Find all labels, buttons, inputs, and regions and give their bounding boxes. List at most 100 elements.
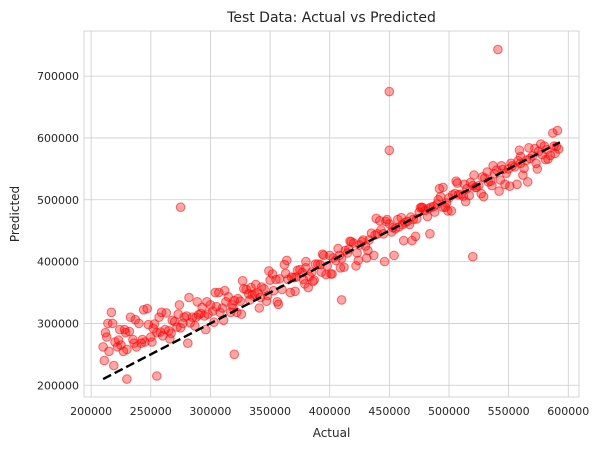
data-point bbox=[175, 202, 186, 212]
data-point bbox=[422, 211, 433, 222]
data-point bbox=[493, 44, 503, 55]
data-point bbox=[161, 308, 172, 318]
data-point bbox=[210, 287, 220, 298]
data-point bbox=[103, 318, 113, 329]
data-point bbox=[142, 303, 152, 314]
data-point bbox=[99, 355, 110, 366]
y-axis-label: Predicted bbox=[8, 186, 22, 242]
data-point bbox=[285, 287, 296, 298]
data-point bbox=[316, 267, 327, 277]
data-point bbox=[518, 170, 528, 180]
x-tick-label: 600000 bbox=[547, 405, 589, 418]
data-point bbox=[550, 148, 560, 159]
data-point bbox=[237, 276, 248, 286]
y-tick-label: 300000 bbox=[37, 317, 79, 330]
data-point bbox=[261, 296, 272, 307]
data-point bbox=[487, 180, 497, 191]
data-point bbox=[120, 327, 131, 338]
data-point bbox=[154, 312, 164, 323]
data-point bbox=[351, 261, 361, 271]
data-point bbox=[279, 259, 290, 270]
data-point bbox=[369, 250, 379, 261]
data-point bbox=[335, 263, 346, 273]
data-point bbox=[174, 300, 185, 310]
data-point bbox=[482, 167, 493, 177]
x-tick-label: 200000 bbox=[70, 405, 112, 418]
data-point bbox=[101, 332, 112, 342]
data-point bbox=[410, 231, 421, 242]
data-point bbox=[104, 346, 114, 357]
data-point bbox=[156, 307, 167, 318]
x-tick-label: 250000 bbox=[130, 405, 172, 418]
data-point bbox=[129, 338, 139, 349]
data-point bbox=[178, 318, 188, 329]
data-point bbox=[500, 179, 510, 190]
data-point bbox=[301, 256, 311, 267]
data-point bbox=[464, 190, 475, 201]
data-point bbox=[333, 243, 343, 254]
data-point bbox=[165, 334, 175, 344]
data-point bbox=[235, 296, 246, 307]
data-point bbox=[327, 269, 337, 279]
data-point bbox=[505, 181, 515, 191]
data-point bbox=[183, 338, 193, 349]
y-tick-label: 400000 bbox=[37, 256, 79, 269]
data-point bbox=[118, 346, 129, 357]
x-tick-label: 350000 bbox=[249, 405, 291, 418]
data-point bbox=[185, 318, 195, 328]
data-point bbox=[548, 128, 558, 138]
data-point bbox=[515, 151, 526, 162]
data-point bbox=[309, 275, 320, 286]
data-point bbox=[476, 188, 487, 199]
data-point bbox=[254, 303, 265, 313]
data-point bbox=[149, 319, 160, 329]
grid-lines bbox=[84, 31, 579, 397]
reference-line bbox=[102, 141, 561, 381]
x-tick-label: 550000 bbox=[488, 405, 530, 418]
data-point bbox=[336, 295, 347, 305]
data-point bbox=[136, 338, 147, 349]
data-point bbox=[379, 256, 390, 267]
data-point bbox=[531, 158, 541, 169]
y-tick-label: 700000 bbox=[37, 70, 79, 83]
data-point bbox=[106, 307, 117, 318]
data-point bbox=[438, 182, 448, 193]
data-point bbox=[532, 164, 543, 174]
data-point bbox=[109, 360, 119, 371]
data-point bbox=[496, 161, 507, 171]
data-point bbox=[494, 186, 504, 196]
x-tick-label: 400000 bbox=[309, 405, 351, 418]
data-point bbox=[416, 202, 427, 212]
data-point bbox=[192, 297, 203, 307]
x-tick-labels: 200000 250000 300000 350000 400000 450000 5000… bbox=[70, 405, 589, 418]
data-point bbox=[389, 250, 399, 261]
data-point bbox=[184, 292, 194, 303]
data-point bbox=[113, 335, 124, 345]
x-axis-label: Actual bbox=[313, 426, 351, 440]
data-point bbox=[536, 139, 546, 149]
data-point bbox=[273, 299, 284, 310]
data-point bbox=[202, 297, 212, 307]
x-tick-label: 450000 bbox=[368, 405, 410, 418]
data-point bbox=[251, 279, 261, 290]
data-point bbox=[398, 235, 409, 246]
data-point bbox=[512, 179, 522, 190]
data-point bbox=[522, 177, 533, 187]
y-tick-label: 600000 bbox=[37, 132, 79, 145]
data-point bbox=[152, 371, 162, 381]
y-tick-label: 500000 bbox=[37, 194, 79, 207]
data-point bbox=[452, 178, 463, 188]
data-point bbox=[268, 285, 279, 296]
data-point bbox=[122, 374, 132, 384]
reference-line-layer bbox=[102, 141, 561, 381]
data-point bbox=[203, 309, 213, 320]
x-tick-label: 500000 bbox=[428, 405, 470, 418]
data-point bbox=[425, 229, 435, 239]
data-point bbox=[317, 249, 328, 259]
data-point bbox=[130, 314, 141, 325]
data-point bbox=[384, 145, 395, 156]
plot-area bbox=[83, 30, 580, 398]
data-point bbox=[392, 214, 403, 225]
